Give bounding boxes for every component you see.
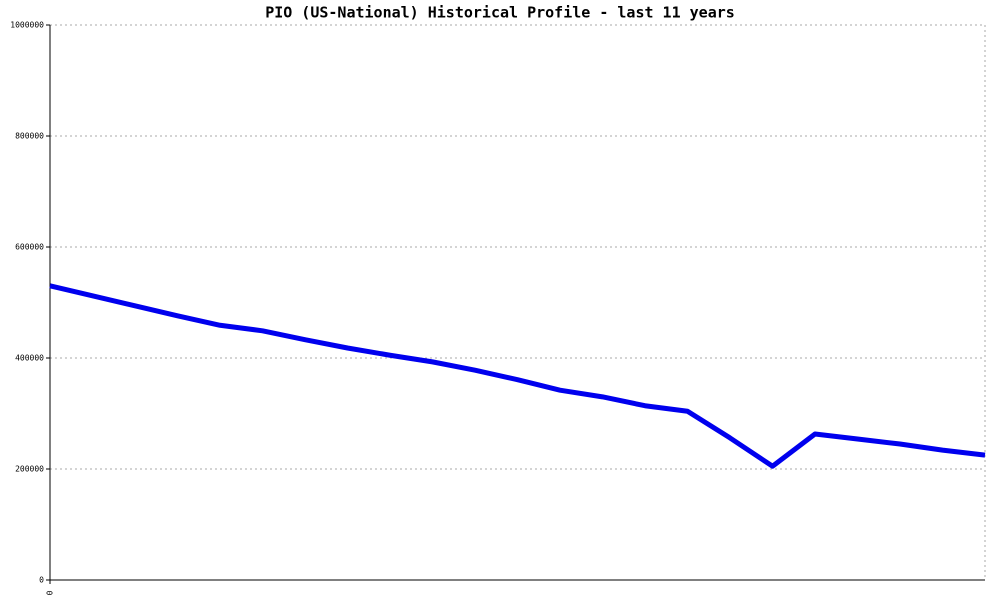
chart-title: PIO (US-National) Historical Profile - l… xyxy=(265,4,735,22)
y-tick-label: 800000 xyxy=(15,132,44,141)
y-tick-label: 400000 xyxy=(15,354,44,363)
x-tick-label: 0 xyxy=(46,590,55,595)
y-tick-label: 0 xyxy=(39,576,44,585)
data-line xyxy=(49,283,986,469)
y-tick-label: 1000000 xyxy=(10,21,44,30)
y-tick-label: 200000 xyxy=(15,465,44,474)
y-tick-label: 600000 xyxy=(15,243,44,252)
